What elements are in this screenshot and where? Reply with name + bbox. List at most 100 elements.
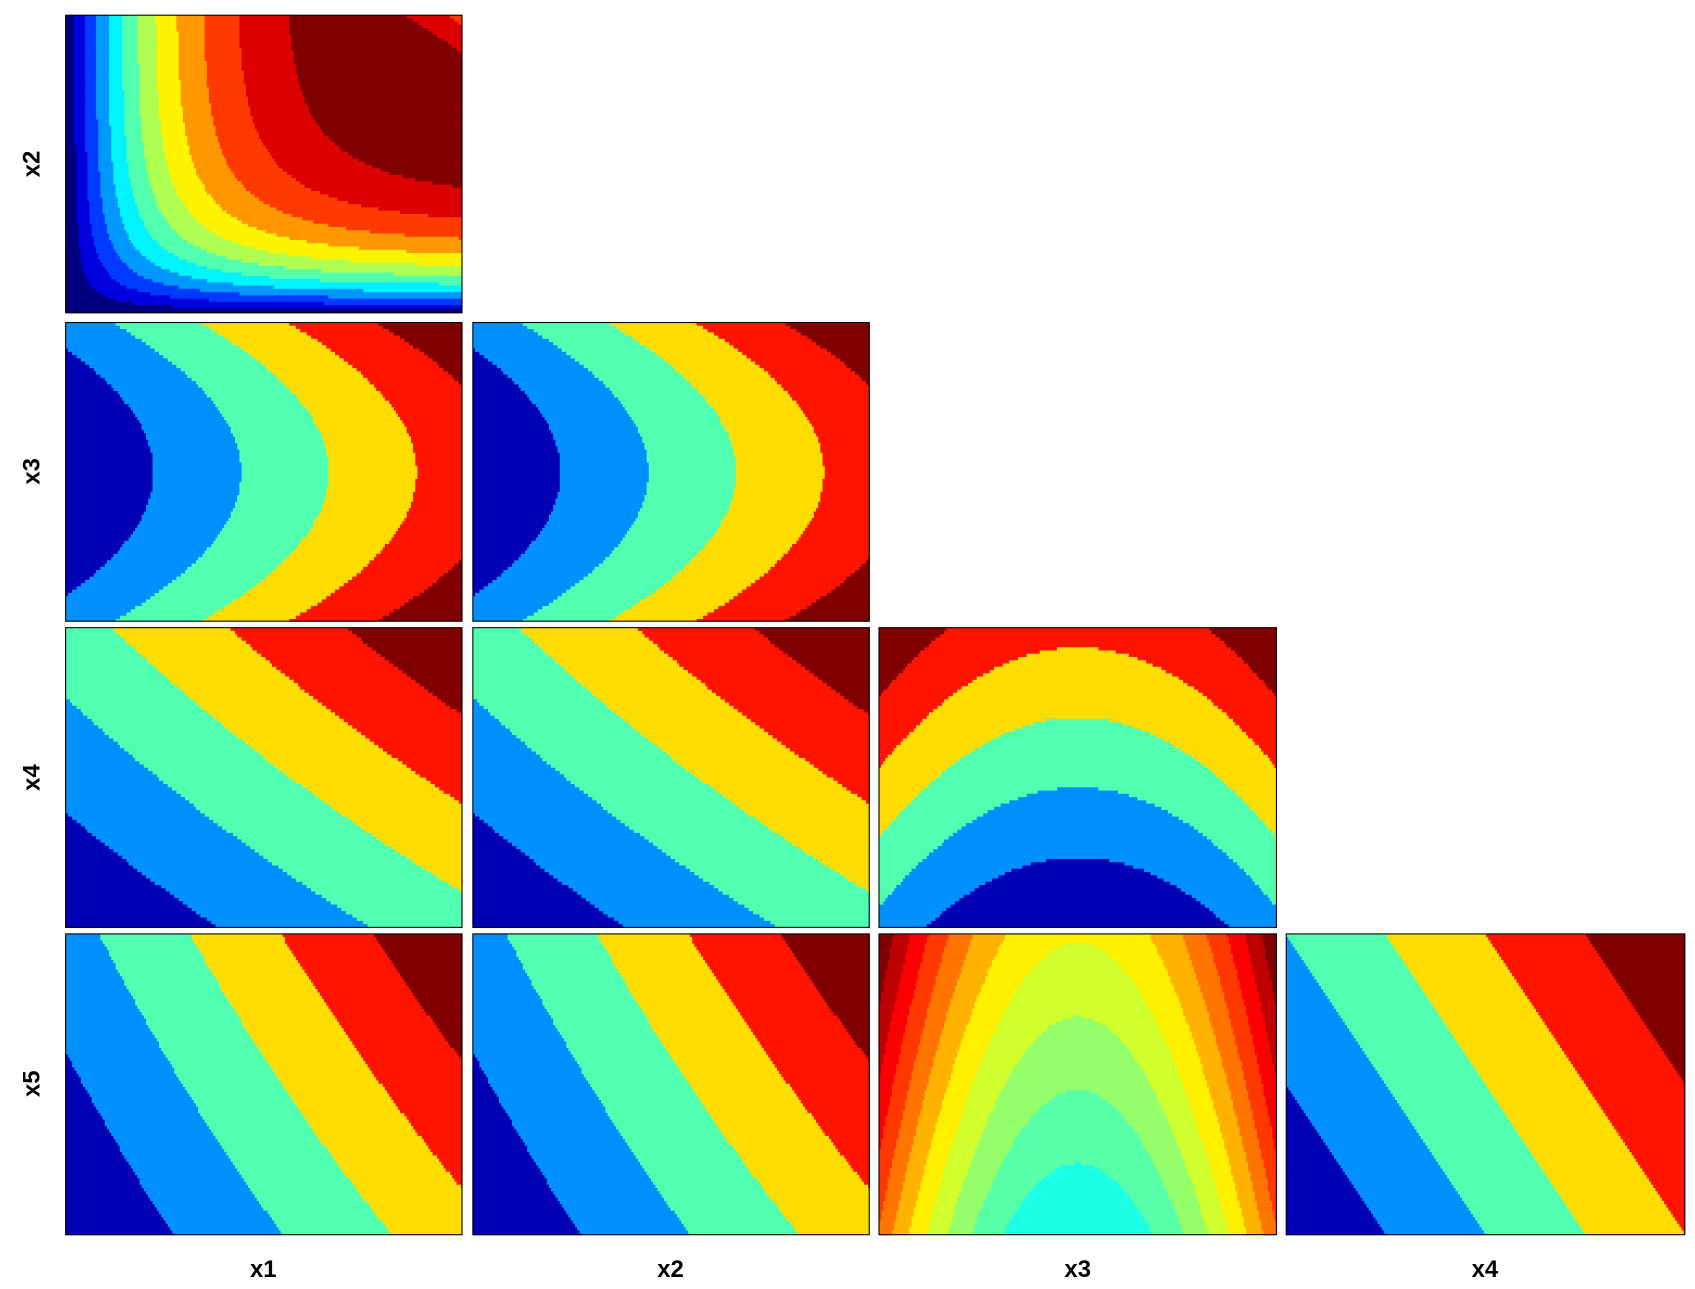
contour-band: [1263, 1161, 1277, 1166]
contour-band: [1204, 1073, 1228, 1078]
contour-band: [472, 459, 561, 464]
contour-band: [65, 1041, 160, 1046]
contour-band: [74, 47, 86, 52]
contour-band: [878, 774, 941, 779]
contour-band: [98, 135, 112, 140]
contour-band: [156, 200, 184, 205]
contour-band: [104, 731, 234, 736]
contour-band: [839, 358, 870, 363]
contour-band: [650, 1178, 758, 1183]
contour-band: [65, 517, 143, 522]
contour-band: [1243, 1145, 1260, 1150]
contour-band: [642, 1008, 739, 1013]
contour-band: [472, 1113, 509, 1117]
contour-band: [674, 1210, 782, 1215]
contour-band: [609, 618, 698, 622]
contour-band: [1239, 1057, 1258, 1062]
contour-band: [488, 358, 576, 363]
contour-band: [1248, 950, 1267, 954]
contour-band: [885, 898, 960, 902]
contour-band: [1230, 787, 1277, 792]
contour-band: [228, 1155, 334, 1160]
contour-band: [668, 361, 756, 366]
contour-band: [1263, 937, 1277, 941]
contour-band: [640, 832, 780, 837]
contour-band: [245, 640, 364, 645]
contour-band: [511, 563, 600, 568]
contour-band: [889, 1021, 908, 1026]
contour-band: [1198, 689, 1273, 694]
contour-band: [282, 210, 401, 215]
contour-band: [472, 1126, 515, 1130]
contour-band: [85, 93, 97, 98]
contour-band: [128, 233, 151, 238]
contour-band: [337, 1161, 442, 1166]
contour-band: [1141, 1142, 1178, 1147]
contour-band: [165, 1054, 264, 1059]
contour-band: [726, 430, 815, 434]
contour-band: [1209, 1158, 1230, 1163]
contour-band: [185, 570, 273, 574]
contour-band: [713, 885, 860, 889]
contour-band: [98, 129, 112, 134]
contour-band: [1256, 673, 1277, 678]
contour-band: [185, 797, 321, 801]
contour-band: [696, 676, 819, 681]
contour-band: [380, 653, 463, 658]
contour-band: [1183, 679, 1264, 684]
contour-band: [206, 83, 247, 88]
contour-band: [1004, 1155, 1152, 1160]
contour-band: [941, 959, 965, 964]
contour-band: [783, 387, 870, 392]
contour-band: [848, 878, 870, 883]
contour-band: [831, 1139, 870, 1143]
contour-band: [1237, 972, 1256, 977]
contour-band: [789, 1083, 870, 1088]
contour-band: [83, 712, 210, 717]
contour-band: [1217, 972, 1238, 977]
contour-band: [65, 972, 121, 977]
contour-band: [439, 1158, 463, 1163]
contour-band: [735, 465, 826, 470]
contour-band: [1261, 1008, 1277, 1013]
contour-band: [909, 731, 1006, 736]
contour-band: [202, 387, 290, 392]
contour-band: [65, 1034, 156, 1039]
contour-band: [1161, 956, 1191, 961]
contour-band: [1217, 1116, 1238, 1121]
contour-band: [472, 1194, 556, 1199]
contour-band: [826, 1002, 870, 1007]
contour-band: [605, 1109, 708, 1114]
contour-band: [781, 384, 869, 389]
contour-band: [883, 989, 900, 994]
contour-band: [1256, 1135, 1273, 1140]
contour-band: [382, 547, 463, 552]
contour-band: [387, 751, 463, 756]
contour-band: [213, 819, 353, 824]
contour-band: [848, 699, 870, 704]
contour-band: [96, 80, 110, 85]
contour-band: [850, 573, 870, 578]
contour-band: [555, 660, 678, 665]
contour-band: [783, 836, 870, 840]
contour-band: [408, 986, 463, 990]
contour-band: [128, 537, 217, 542]
contour-band: [65, 298, 117, 303]
contour-band: [1250, 953, 1267, 958]
contour-band: [1233, 1106, 1251, 1111]
contour-band: [488, 1077, 587, 1082]
contour-band: [907, 946, 926, 951]
contour-band: [655, 351, 743, 356]
contour-band: [215, 1135, 319, 1140]
contour-band: [1213, 842, 1277, 847]
contour-band: [169, 223, 203, 228]
contour-band: [759, 914, 870, 919]
contour-band: [878, 1152, 895, 1156]
contour-band: [1200, 986, 1223, 990]
contour-band: [410, 504, 463, 509]
contour-band: [1256, 989, 1273, 994]
contour-band: [472, 1054, 476, 1059]
contour-band: [939, 774, 1217, 779]
contour-band: [829, 1135, 870, 1140]
